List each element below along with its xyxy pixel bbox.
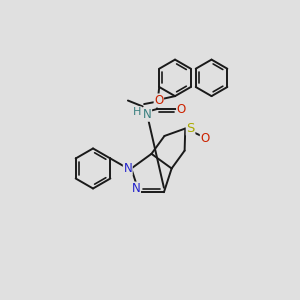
Text: O: O [200,132,210,145]
Text: S: S [186,122,195,135]
Text: N: N [123,162,132,175]
Text: O: O [177,103,186,116]
Text: O: O [154,94,164,107]
Text: N: N [143,108,152,121]
Text: N: N [132,182,140,195]
Text: H: H [133,107,141,117]
